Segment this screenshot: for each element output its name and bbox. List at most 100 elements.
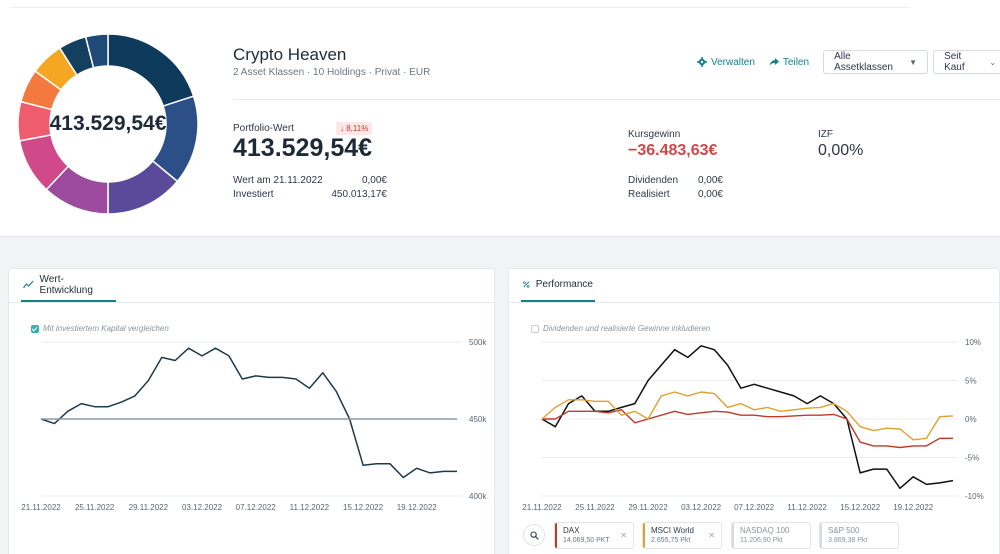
benchmark-chip[interactable]: DAX 14.069,50 PKT ✕ (554, 522, 634, 549)
gear-icon (697, 57, 707, 67)
tab-underline-rule (509, 302, 999, 303)
benchmark-name: NASDAQ 100 (740, 526, 790, 535)
x-tick-label: 25.11.2022 (575, 503, 615, 512)
close-icon[interactable]: ✕ (708, 531, 715, 540)
filter-icon: ▼ (909, 57, 918, 67)
benchmark-chip[interactable]: MSCI World 2.655,75 Pkt ✕ (642, 522, 722, 549)
tab-performance-label: Performance (535, 279, 593, 290)
x-tick-label: 29.11.2022 (129, 503, 169, 512)
benchmark-color-bar (820, 523, 822, 548)
benchmark-name: MSCI World (651, 526, 694, 535)
benchmark-value: 2.655,75 Pkt (651, 537, 691, 544)
benchmark-value: 14.069,50 PKT (563, 537, 610, 544)
y-tick-label: -5% (965, 454, 979, 463)
donut-segment[interactable] (84, 33, 109, 69)
tab-underline-rule (9, 302, 494, 303)
realized-label: Realisiert (628, 189, 670, 200)
y-tick-label: 0% (965, 415, 977, 424)
series-line (542, 409, 953, 449)
y-tick-label: 400k (469, 492, 487, 501)
dividends-value: 0,00€ (697, 175, 723, 186)
x-tick-label: 11.12.2022 (787, 503, 827, 512)
invested-label: Investiert (233, 189, 274, 200)
include-dividends-label: Dividenden und realisierte Gewinne inklu… (543, 324, 711, 333)
x-tick-label: 19.12.2022 (893, 503, 934, 512)
x-tick-label: 29.11.2022 (628, 503, 668, 512)
portfolio-summary-card: 413.529,54€ Crypto Heaven 2 Asset Klasse… (0, 0, 1000, 237)
checkbox-empty-icon (531, 324, 539, 333)
allocation-donut-chart[interactable]: 413.529,54€ (17, 33, 199, 215)
y-tick-label: 10% (965, 338, 981, 347)
x-tick-label: 11.12.2022 (290, 503, 330, 512)
x-tick-label: 15.12.2022 (840, 503, 881, 512)
compare-invested-label: Mit investiertem Kapital vergleichen (43, 324, 169, 333)
realized-value: 0,00€ (697, 189, 723, 200)
benchmark-chip[interactable]: S&P 500 3.869,38 Pkt (819, 522, 899, 549)
tab-value-development-label: Wert-Entwicklung (39, 273, 93, 296)
share-icon (769, 58, 779, 66)
series-line (40, 347, 457, 479)
performance-chart[interactable]: 10% 5% 0% -5% -10% 21.11.2022 25.11.2022 29.11.… (509, 269, 1000, 519)
y-tick-label: 500k (469, 338, 487, 347)
gain-label: Kursgewinn (628, 129, 681, 140)
portfolio-value: 413.529,54€ (233, 134, 373, 162)
dividends-label: Dividenden (628, 175, 679, 186)
x-tick-label: 15.12.2022 (343, 503, 384, 512)
benchmark-value: 11.206,90 Pkt (740, 537, 783, 544)
value-development-panel: Wert-Entwicklung Mit investiertem Kapita… (8, 268, 495, 554)
benchmark-name: DAX (563, 526, 580, 535)
search-icon (529, 530, 539, 540)
close-icon[interactable]: ✕ (620, 531, 627, 540)
y-tick-label: -10% (965, 492, 984, 501)
compare-invested-checkbox[interactable]: Mit investiertem Kapital vergleichen (31, 324, 169, 333)
period-select-label: Seit Kauf (944, 51, 965, 73)
y-tick-label: 5% (965, 377, 977, 386)
chevron-down-icon: ⌄ (989, 57, 997, 67)
share-label: Teilen (782, 56, 810, 68)
benchmark-color-bar (732, 523, 734, 548)
share-button[interactable]: Teilen (769, 57, 809, 68)
benchmark-search-button[interactable] (523, 524, 545, 546)
izf-value: 0,00% (818, 142, 864, 159)
change-badge: ↓ 8,11% (336, 122, 373, 135)
checkbox-checked-icon (31, 324, 39, 333)
portfolio-value-label: Portfolio-Wert (233, 123, 294, 134)
tab-value-development[interactable]: Wert-Entwicklung (21, 269, 116, 302)
benchmark-name: S&P 500 (828, 526, 860, 535)
benchmark-chip[interactable]: NASDAQ 100 11.206,90 Pkt (731, 522, 811, 549)
start-value-label: Wert am 21.11.2022 (233, 175, 323, 186)
asset-class-filter[interactable]: Alle Assetklassen ▼ (823, 50, 929, 74)
benchmark-color-bar (643, 523, 645, 548)
x-tick-label: 19.12.2022 (397, 503, 438, 512)
izf-label: IZF (818, 129, 833, 140)
asset-class-filter-label: Alle Assetklassen (834, 51, 893, 73)
percent-icon (523, 281, 530, 288)
y-tick-label: 450k (469, 415, 487, 424)
header-actions: Verwalten Teilen Alle Assetklassen ▼ Sei… (697, 50, 1000, 74)
manage-button[interactable]: Verwalten (697, 57, 755, 68)
benchmark-value: 3.869,38 Pkt (828, 537, 868, 544)
portfolio-meta: 2 Asset Klassen · 10 Holdings · Privat ·… (233, 67, 431, 78)
line-chart-icon (23, 280, 34, 289)
top-divider (10, 7, 910, 8)
donut-total-value: 413.529,54€ (49, 112, 167, 135)
portfolio-name: Crypto Heaven (233, 45, 347, 64)
x-tick-label: 25.11.2022 (75, 503, 115, 512)
invested-value: 450.013,17€ (331, 189, 387, 200)
x-tick-label: 03.12.2022 (182, 503, 223, 512)
x-tick-label: 21.11.2022 (21, 503, 61, 512)
x-tick-label: 07.12.2022 (734, 503, 775, 512)
period-select[interactable]: Seit Kauf ⌄ (933, 50, 1000, 74)
x-tick-label: 03.12.2022 (681, 503, 722, 512)
series-line (541, 345, 954, 490)
x-tick-label: 21.11.2022 (522, 503, 562, 512)
tab-performance[interactable]: Performance (521, 269, 595, 302)
start-value: 0,00€ (361, 175, 387, 186)
performance-panel: Performance Dividenden und realisierte G… (508, 268, 1000, 554)
x-tick-label: 07.12.2022 (236, 503, 277, 512)
gain-value: −36.483,63€ (628, 142, 718, 159)
include-dividends-checkbox[interactable]: Dividenden und realisierte Gewinne inklu… (531, 324, 710, 333)
donut-svg (17, 33, 199, 215)
manage-label: Verwalten (711, 56, 755, 68)
value-development-chart[interactable]: 400k 450k 500k 21.11.2022 25.11.2022 29.11.20… (9, 269, 496, 519)
